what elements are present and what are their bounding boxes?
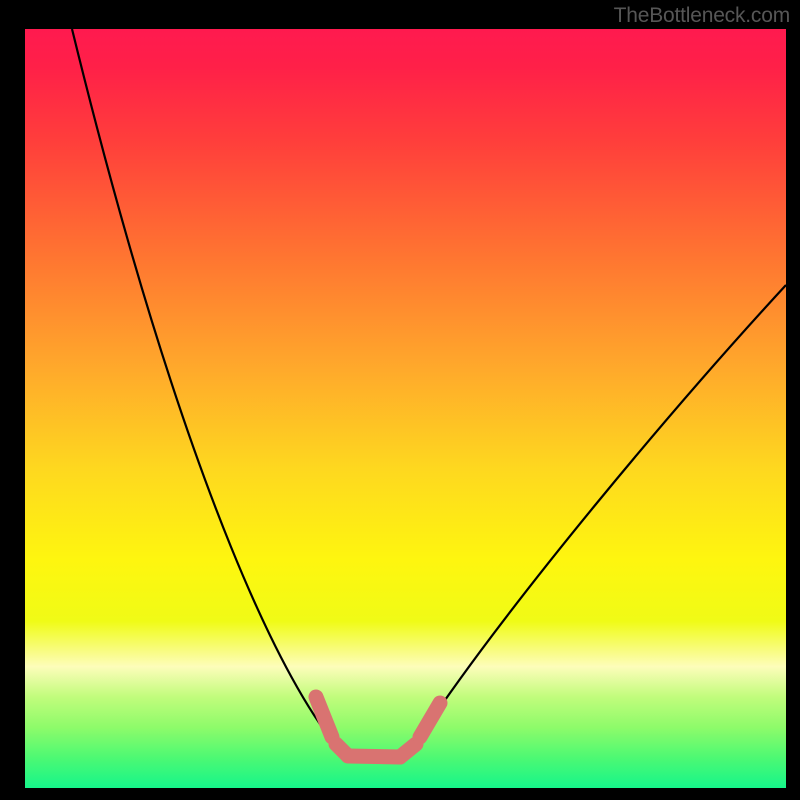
plot-area (25, 29, 786, 788)
watermark-text: TheBottleneck.com (614, 4, 790, 28)
bottleneck-chart (0, 0, 800, 800)
